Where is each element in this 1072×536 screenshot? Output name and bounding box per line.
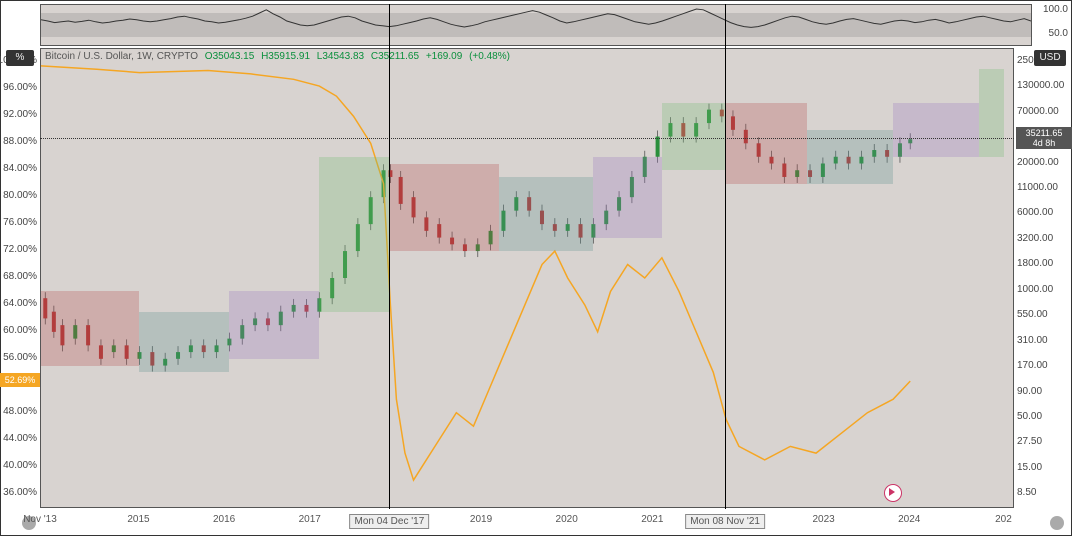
replay-icon[interactable] <box>884 484 902 502</box>
cycle-rect <box>41 291 139 365</box>
price-value: 35211.65 <box>1016 128 1072 138</box>
right-tick: 550.00 <box>1017 309 1048 320</box>
cycle-rect <box>499 177 593 251</box>
right-tick: 27.50 <box>1017 436 1042 447</box>
price-marker: 35211.654d 8h <box>1016 127 1072 149</box>
main-chart-area[interactable]: Bitcoin / U.S. Dollar, 1W, CRYPTO O35043… <box>40 48 1014 508</box>
right-tick: 1000.00 <box>1017 284 1053 295</box>
right-tick: 130000.00 <box>1017 80 1064 91</box>
cycle-divider <box>725 4 726 509</box>
pct-axis-toggle[interactable]: % <box>6 50 34 66</box>
right-tick: 20000.00 <box>1017 157 1059 168</box>
left-tick: 44.00% <box>3 433 37 444</box>
left-tick: 80.00% <box>3 190 37 201</box>
left-tick: 64.00% <box>3 298 37 309</box>
scroll-right-handle[interactable] <box>1050 516 1064 530</box>
time-tick: 2016 <box>213 514 235 525</box>
time-tick: 2020 <box>556 514 578 525</box>
right-tick: 50.00 <box>1017 411 1042 422</box>
pct-current-badge: 52.69% <box>0 373 40 387</box>
time-tick: 2017 <box>299 514 321 525</box>
usd-axis-toggle[interactable]: USD <box>1034 50 1066 66</box>
time-tick: 2021 <box>641 514 663 525</box>
symbol-ohlc-bar: Bitcoin / U.S. Dollar, 1W, CRYPTO O35043… <box>45 51 514 62</box>
time-axis: Nov '13201520162017Mon 04 Dec '172019202… <box>40 508 1014 536</box>
cycle-rect <box>593 157 662 238</box>
ohlc-pct: (+0.48%) <box>469 51 510 62</box>
time-tick: Nov '13 <box>23 514 57 525</box>
ohlc-h: H35915.91 <box>261 51 310 62</box>
cycle-rect <box>319 157 390 312</box>
time-tick: 2015 <box>127 514 149 525</box>
right-tick: 6000.00 <box>1017 207 1053 218</box>
right-tick: 90.00 <box>1017 386 1042 397</box>
left-tick: 56.00% <box>3 352 37 363</box>
countdown: 4d 8h <box>1016 138 1072 148</box>
right-tick: 15.00 <box>1017 462 1042 473</box>
left-tick: 36.00% <box>3 487 37 498</box>
left-tick: 92.00% <box>3 109 37 120</box>
time-tick: 202 <box>995 514 1012 525</box>
right-tick: 70000.00 <box>1017 106 1059 117</box>
left-pct-axis: 36.00%40.00%44.00%48.00%52.00%56.00%60.0… <box>0 48 40 508</box>
left-tick: 88.00% <box>3 136 37 147</box>
left-tick: 72.00% <box>3 244 37 255</box>
cycle-rect <box>662 103 726 170</box>
cycle-rect <box>893 103 979 157</box>
left-tick: 96.00% <box>3 82 37 93</box>
top-axis-100: 100.0 <box>1043 4 1068 15</box>
left-tick: 60.00% <box>3 325 37 336</box>
cycle-rect <box>979 69 1005 157</box>
ohlc-o: O35043.15 <box>205 51 255 62</box>
left-tick: 40.00% <box>3 460 37 471</box>
right-price-axis: 8.50 15.00 27.50 50.00 90.00 170.00 310.00 550.… <box>1014 48 1072 508</box>
top-axis-50: 50.0 <box>1049 28 1068 39</box>
time-tick: 2019 <box>470 514 492 525</box>
main-chart-svg <box>41 49 1013 507</box>
left-tick: 48.00% <box>3 406 37 417</box>
cycle-rect <box>139 312 229 373</box>
time-tick: Mon 04 Dec '17 <box>350 514 430 529</box>
top-oscillator-panel[interactable] <box>40 4 1032 46</box>
ohlc-l: L34543.83 <box>317 51 364 62</box>
ohlc-chg: +169.09 <box>426 51 462 62</box>
cycle-rect <box>726 103 807 184</box>
right-tick: 1800.00 <box>1017 258 1053 269</box>
time-tick: 2023 <box>812 514 834 525</box>
ohlc-c: C35211.65 <box>371 51 419 62</box>
cycle-rect <box>229 291 319 358</box>
right-tick: 310.00 <box>1017 335 1048 346</box>
oscillator-line <box>41 5 1031 45</box>
right-tick: 11000.00 <box>1017 182 1058 193</box>
left-tick: 68.00% <box>3 271 37 282</box>
left-tick: 76.00% <box>3 217 37 228</box>
cycle-divider <box>389 4 390 509</box>
price-hline <box>40 138 1014 139</box>
right-tick: 3200.00 <box>1017 233 1053 244</box>
cycle-rect <box>390 164 499 252</box>
symbol-name: Bitcoin / U.S. Dollar, 1W, CRYPTO <box>45 51 198 62</box>
time-tick: 2024 <box>898 514 920 525</box>
left-tick: 84.00% <box>3 163 37 174</box>
right-tick: 8.50 <box>1017 487 1036 498</box>
time-tick: Mon 08 Nov '21 <box>685 514 765 529</box>
right-tick: 170.00 <box>1017 360 1048 371</box>
